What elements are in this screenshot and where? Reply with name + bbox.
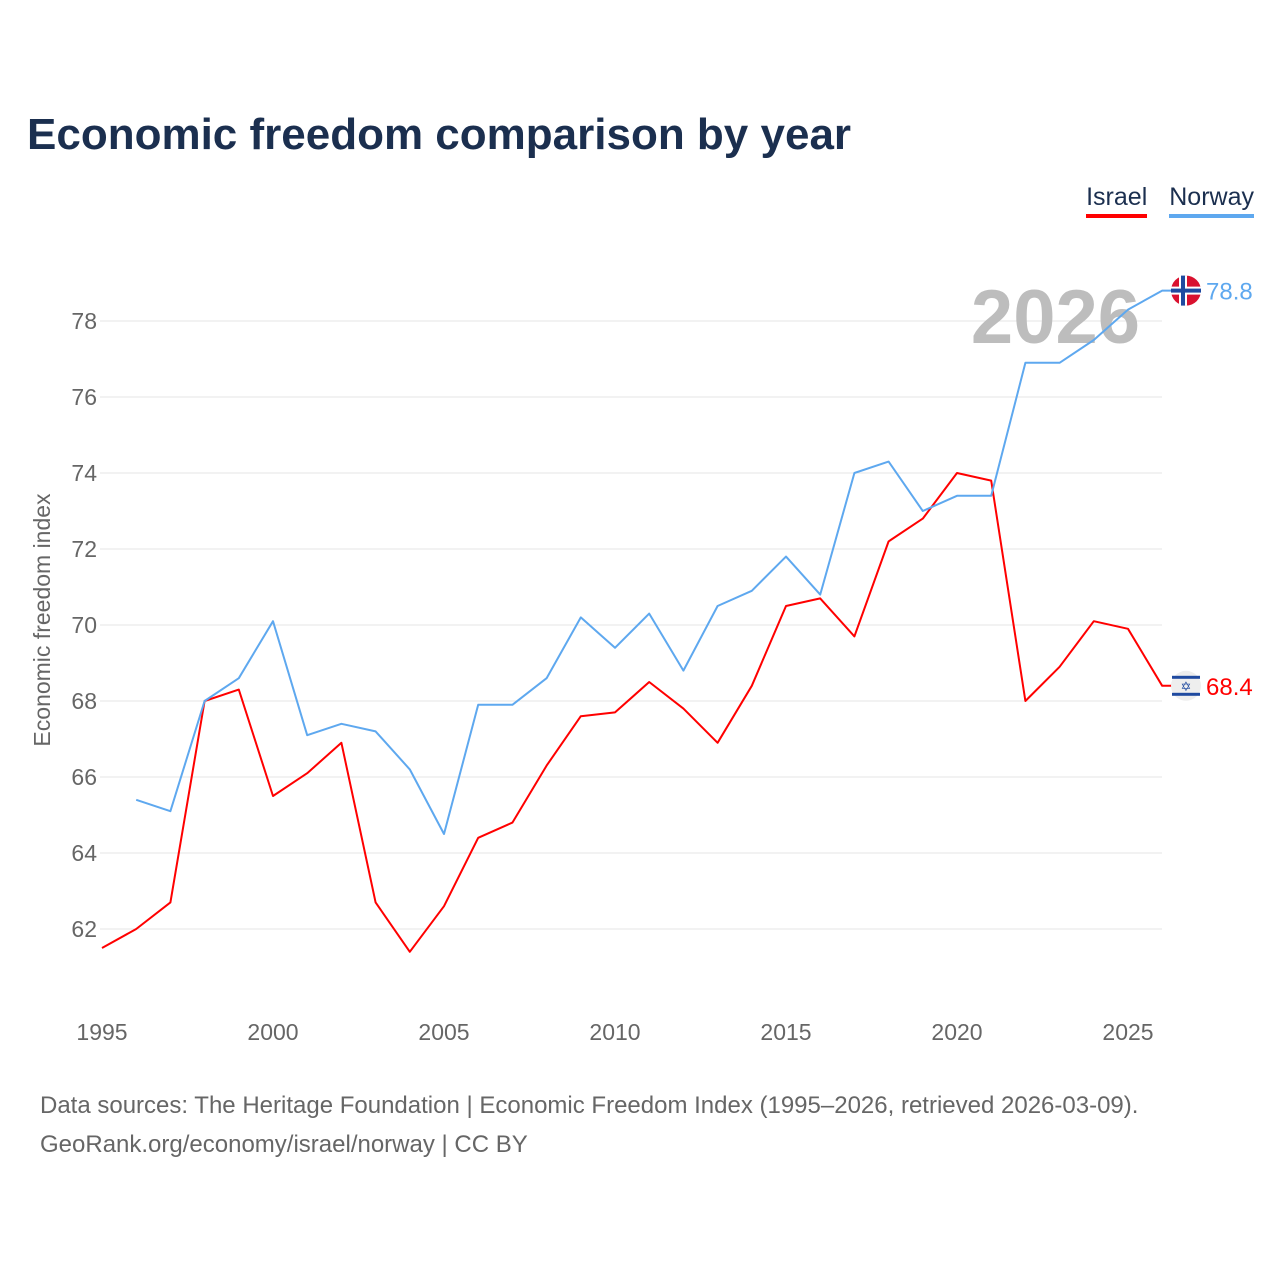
- series-line-israel[interactable]: [101, 472, 1173, 953]
- y-tick-label: 68: [71, 688, 97, 714]
- y-tick-label: 74: [71, 460, 97, 486]
- x-tick-label: 1995: [76, 1019, 127, 1045]
- source-note: Data sources: The Heritage Foundation | …: [40, 1086, 1138, 1164]
- series-line-norway[interactable]: [135, 289, 1173, 835]
- y-tick-label: 70: [71, 612, 97, 638]
- x-tick-label: 2020: [931, 1019, 982, 1045]
- chart-title: Economic freedom comparison by year: [27, 110, 852, 159]
- legend-item-norway[interactable]: Norway: [1169, 183, 1254, 218]
- x-tick-label: 2025: [1102, 1019, 1153, 1045]
- x-tick-label: 2005: [418, 1019, 469, 1045]
- source-line-2[interactable]: GeoRank.org/economy/israel/norway | CC B…: [40, 1131, 528, 1158]
- end-label-norway: 78.8: [1206, 279, 1253, 306]
- x-tick-label: 2010: [589, 1019, 640, 1045]
- source-line-1: Data sources: The Heritage Foundation | …: [40, 1092, 1139, 1119]
- y-axis-label: Economic freedom index: [29, 493, 55, 747]
- year-watermark: 2026: [971, 275, 1140, 360]
- y-tick-label: 62: [71, 916, 97, 942]
- norway-flag-icon: [1171, 275, 1201, 306]
- svg-text:✡: ✡: [1181, 679, 1192, 694]
- x-tick-label: 2015: [760, 1019, 811, 1045]
- y-tick-label: 66: [71, 764, 97, 790]
- israel-flag-icon: ✡: [1171, 670, 1201, 701]
- y-tick-label: 72: [71, 536, 97, 562]
- legend-item-israel[interactable]: Israel: [1086, 183, 1148, 218]
- end-label-israel: 68.4: [1206, 674, 1253, 701]
- legend: Israel Norway: [1086, 183, 1254, 218]
- y-tick-label: 76: [71, 384, 97, 410]
- y-tick-label: 64: [71, 840, 97, 866]
- x-tick-label: 2000: [247, 1019, 298, 1045]
- y-tick-label: 78: [71, 308, 97, 334]
